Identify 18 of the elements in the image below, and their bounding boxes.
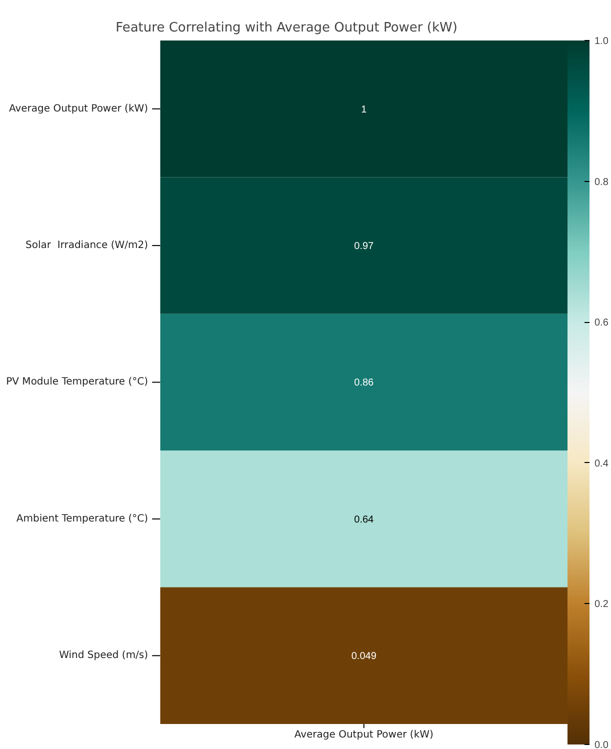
data-label: 0.97 [354, 241, 374, 252]
y-tick-label: Wind Speed (m/s) [59, 650, 148, 662]
color-bar-label: 1.0 [594, 36, 609, 47]
y-tick-label: Average Output Power (kW) [8, 103, 148, 114]
data-label: 1 [361, 104, 368, 116]
data-label: 0.86 [354, 378, 374, 389]
color-bar-label: 0.0 [594, 740, 609, 749]
data-label: 0.049 [351, 651, 377, 662]
x-axis-title: Average Output Power (kW) [294, 729, 434, 740]
color-bar-label: 0.6 [594, 318, 609, 329]
y-tick-label: PV Module Temperature (°C) [6, 376, 148, 388]
color-bar-label: 0.2 [594, 599, 609, 610]
y-tick-label: Solar Irradiance (W/m2) [25, 240, 148, 252]
color-bar-label: 0.4 [594, 458, 609, 470]
y-tick-label: Ambient Temperature (°C) [16, 513, 148, 524]
data-label: 0.64 [354, 514, 374, 526]
chart-title: Feature Correlating with Average Output Power (kW) [116, 20, 458, 36]
color-bar-label: 0.8 [594, 176, 609, 188]
